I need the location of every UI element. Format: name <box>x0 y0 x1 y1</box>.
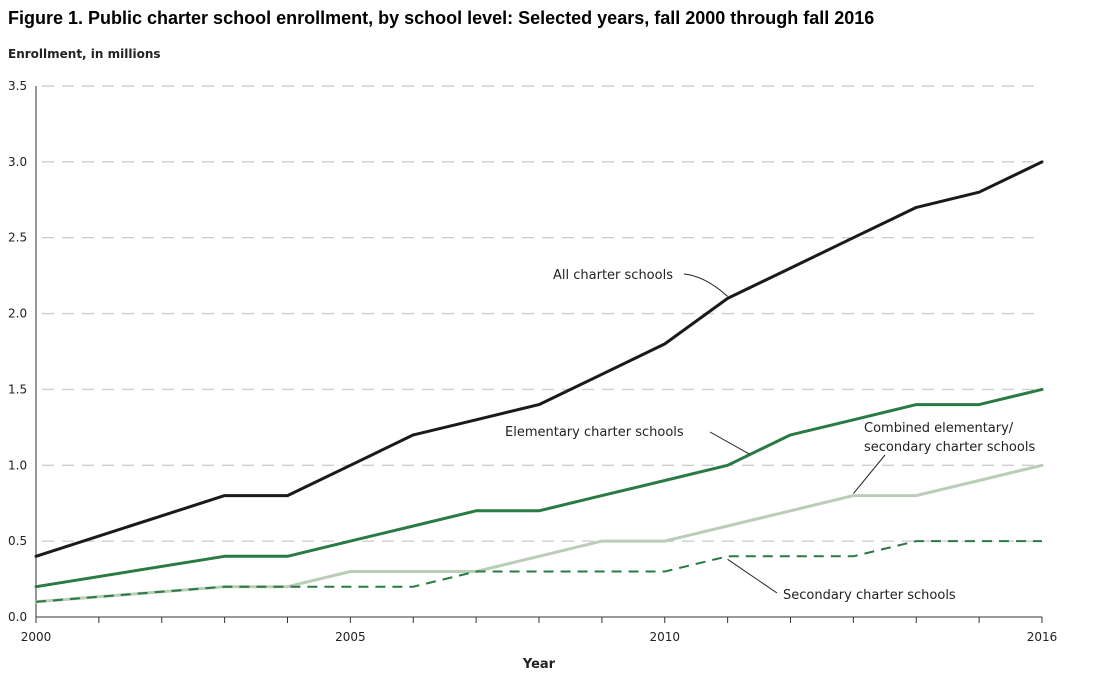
axes: 0.0 0.5 1.0 1.5 2.0 2.5 3.0 3.5 2000 2005 2010 2016 <box>8 79 1057 644</box>
y-tick-label: 0.5 <box>8 534 27 548</box>
x-tick-label: 2000 <box>21 630 52 644</box>
leader-elementary <box>709 431 750 455</box>
y-tick-label: 2.5 <box>8 231 27 245</box>
chart-title: Figure 1. Public charter school enrollme… <box>8 8 874 28</box>
y-tick-label: 2.0 <box>8 307 27 321</box>
series-line-elementary <box>34 387 1044 589</box>
annotation-combined-line2: secondary charter schools <box>864 440 1035 455</box>
y-tick-label: 3.5 <box>8 79 27 93</box>
x-tick-label: 2010 <box>649 630 680 644</box>
series-line-secondary <box>35 540 1042 603</box>
y-tick-label: 1.0 <box>8 458 27 472</box>
annotation-leaders <box>683 273 886 594</box>
y-tick-label: 0.0 <box>8 610 27 624</box>
gridlines <box>42 85 1042 542</box>
leader-combined <box>853 454 886 494</box>
annotation-elementary: Elementary charter schools <box>505 425 684 440</box>
leader-all-charter <box>683 273 728 297</box>
x-axis-label: Year <box>522 657 556 672</box>
leader-secondary <box>727 558 778 594</box>
series-line-combined <box>34 463 1044 604</box>
x-tick-label: 2005 <box>335 630 366 644</box>
series-lines <box>34 160 1044 604</box>
y-axis-label: Enrollment, in millions <box>8 47 161 61</box>
series-line-all-charter <box>34 160 1044 558</box>
x-tick-label: 2016 <box>1027 630 1058 644</box>
annotation-secondary: Secondary charter schools <box>783 588 956 603</box>
annotation-all-charter: All charter schools <box>553 268 673 283</box>
annotation-combined-line1: Combined elementary/ <box>864 421 1014 436</box>
y-tick-label: 3.0 <box>8 155 27 169</box>
y-tick-label: 1.5 <box>8 382 27 396</box>
